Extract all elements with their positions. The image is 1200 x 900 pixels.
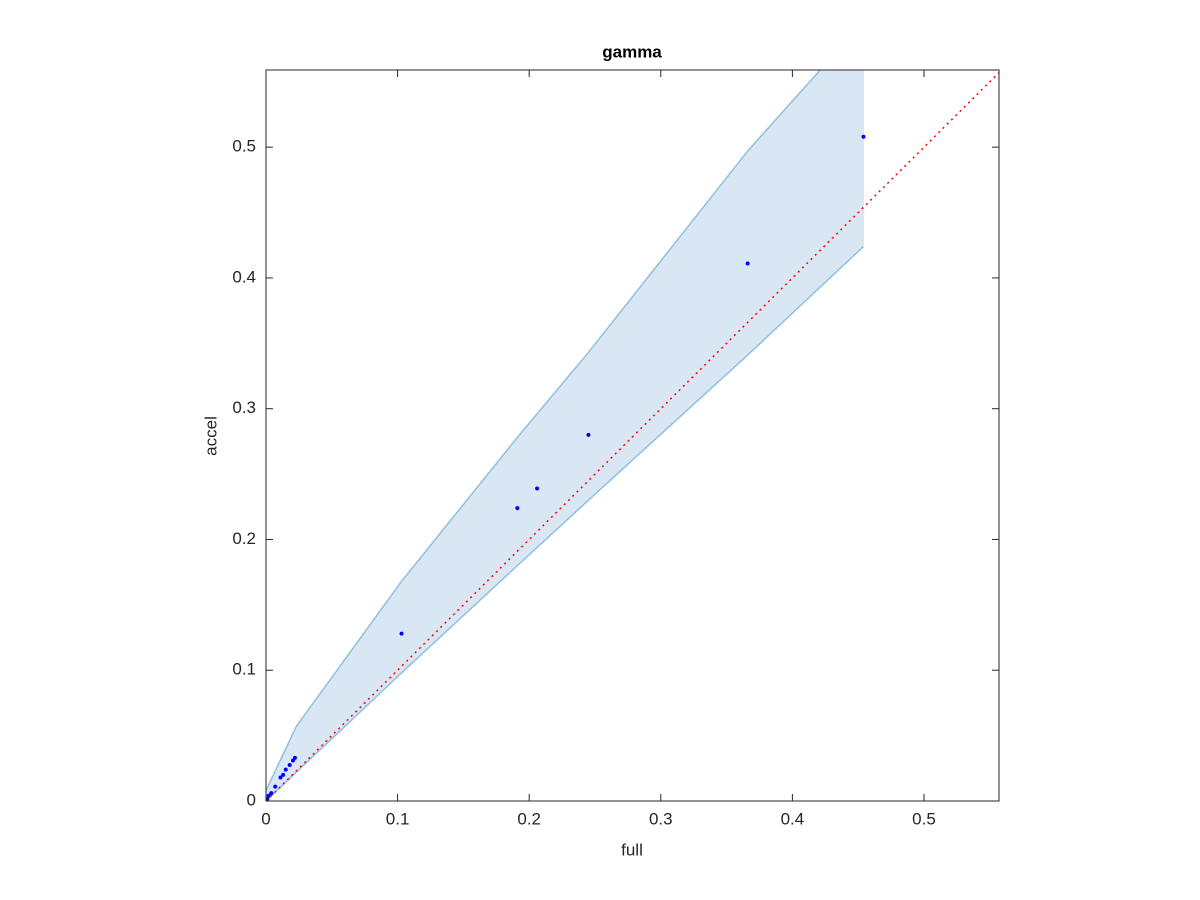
x-tick-label: 0.2 bbox=[517, 809, 541, 828]
point bbox=[281, 772, 286, 777]
band-fill bbox=[266, 70, 864, 801]
y-tick-label: 0.4 bbox=[232, 267, 256, 286]
reference-line bbox=[266, 72, 999, 801]
y-axis-label: accel bbox=[201, 416, 220, 456]
point bbox=[515, 506, 520, 511]
point bbox=[273, 784, 278, 789]
axes-layer: 0 0.1 0.2 0.3 0.4 0.5 0 0.1 0.2 0.3 0.4 0.5 bbox=[232, 70, 999, 828]
x-tick-label: 0.5 bbox=[912, 809, 936, 828]
point bbox=[745, 261, 750, 266]
y-tick-label: 0.5 bbox=[232, 137, 256, 156]
point bbox=[399, 631, 404, 636]
point bbox=[269, 791, 274, 796]
y-tick-label: 0 bbox=[247, 790, 256, 809]
point bbox=[283, 767, 288, 772]
point bbox=[535, 486, 540, 491]
point bbox=[290, 758, 295, 763]
point bbox=[586, 432, 591, 437]
band-edge bbox=[266, 245, 864, 801]
y-tick-label: 0.3 bbox=[232, 398, 256, 417]
point bbox=[266, 793, 271, 798]
x-tick-label: 0.1 bbox=[386, 809, 410, 828]
x-axis-label: full bbox=[621, 840, 643, 859]
y-tick-label: 0.2 bbox=[232, 529, 256, 548]
point bbox=[287, 763, 292, 768]
x-tick-label: 0.3 bbox=[649, 809, 673, 828]
point bbox=[278, 775, 283, 780]
x-tick-label: 0 bbox=[261, 809, 270, 828]
band-edge bbox=[266, 70, 822, 791]
chart-title: gamma bbox=[602, 42, 662, 61]
plot-layer bbox=[266, 70, 999, 801]
point bbox=[861, 134, 866, 139]
axes-box bbox=[265, 69, 1000, 802]
x-tick-label: 0.4 bbox=[781, 809, 805, 828]
y-tick-label: 0.1 bbox=[232, 660, 256, 679]
